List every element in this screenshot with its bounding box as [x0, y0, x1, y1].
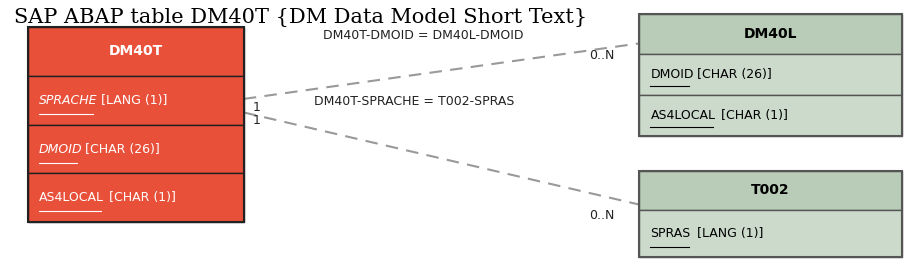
Text: 1: 1 — [253, 101, 261, 114]
Text: DM40T-SPRACHE = T002-SPRAS: DM40T-SPRACHE = T002-SPRAS — [313, 95, 514, 108]
Text: [LANG (1)]: [LANG (1)] — [692, 227, 763, 240]
Text: [CHAR (26)]: [CHAR (26)] — [81, 143, 160, 156]
FancyBboxPatch shape — [28, 125, 244, 173]
FancyBboxPatch shape — [639, 14, 901, 54]
Text: SPRACHE: SPRACHE — [39, 94, 97, 107]
FancyBboxPatch shape — [639, 210, 901, 257]
Text: 0..N: 0..N — [588, 49, 614, 62]
Text: DMOID: DMOID — [650, 68, 693, 81]
Text: [CHAR (1)]: [CHAR (1)] — [105, 191, 176, 204]
FancyBboxPatch shape — [639, 171, 901, 210]
Text: 1: 1 — [253, 114, 261, 127]
Text: [LANG (1)]: [LANG (1)] — [97, 94, 167, 107]
Text: [CHAR (1)]: [CHAR (1)] — [716, 109, 787, 122]
Text: DM40L: DM40L — [743, 27, 797, 41]
FancyBboxPatch shape — [28, 27, 244, 76]
FancyBboxPatch shape — [28, 173, 244, 222]
FancyBboxPatch shape — [639, 95, 901, 136]
Text: DM40T-DMOID = DM40L-DMOID: DM40T-DMOID = DM40L-DMOID — [323, 29, 523, 42]
Text: SPRAS: SPRAS — [650, 227, 690, 240]
Text: DMOID: DMOID — [39, 143, 82, 156]
FancyBboxPatch shape — [28, 76, 244, 125]
Text: T002: T002 — [751, 183, 789, 197]
Text: AS4LOCAL: AS4LOCAL — [650, 109, 715, 122]
FancyBboxPatch shape — [639, 54, 901, 95]
Text: AS4LOCAL: AS4LOCAL — [39, 191, 104, 204]
Text: SAP ABAP table DM40T {DM Data Model Short Text}: SAP ABAP table DM40T {DM Data Model Shor… — [14, 8, 586, 27]
Text: [CHAR (26)]: [CHAR (26)] — [692, 68, 771, 81]
Text: 0..N: 0..N — [588, 209, 614, 222]
Text: DM40T: DM40T — [108, 44, 163, 59]
